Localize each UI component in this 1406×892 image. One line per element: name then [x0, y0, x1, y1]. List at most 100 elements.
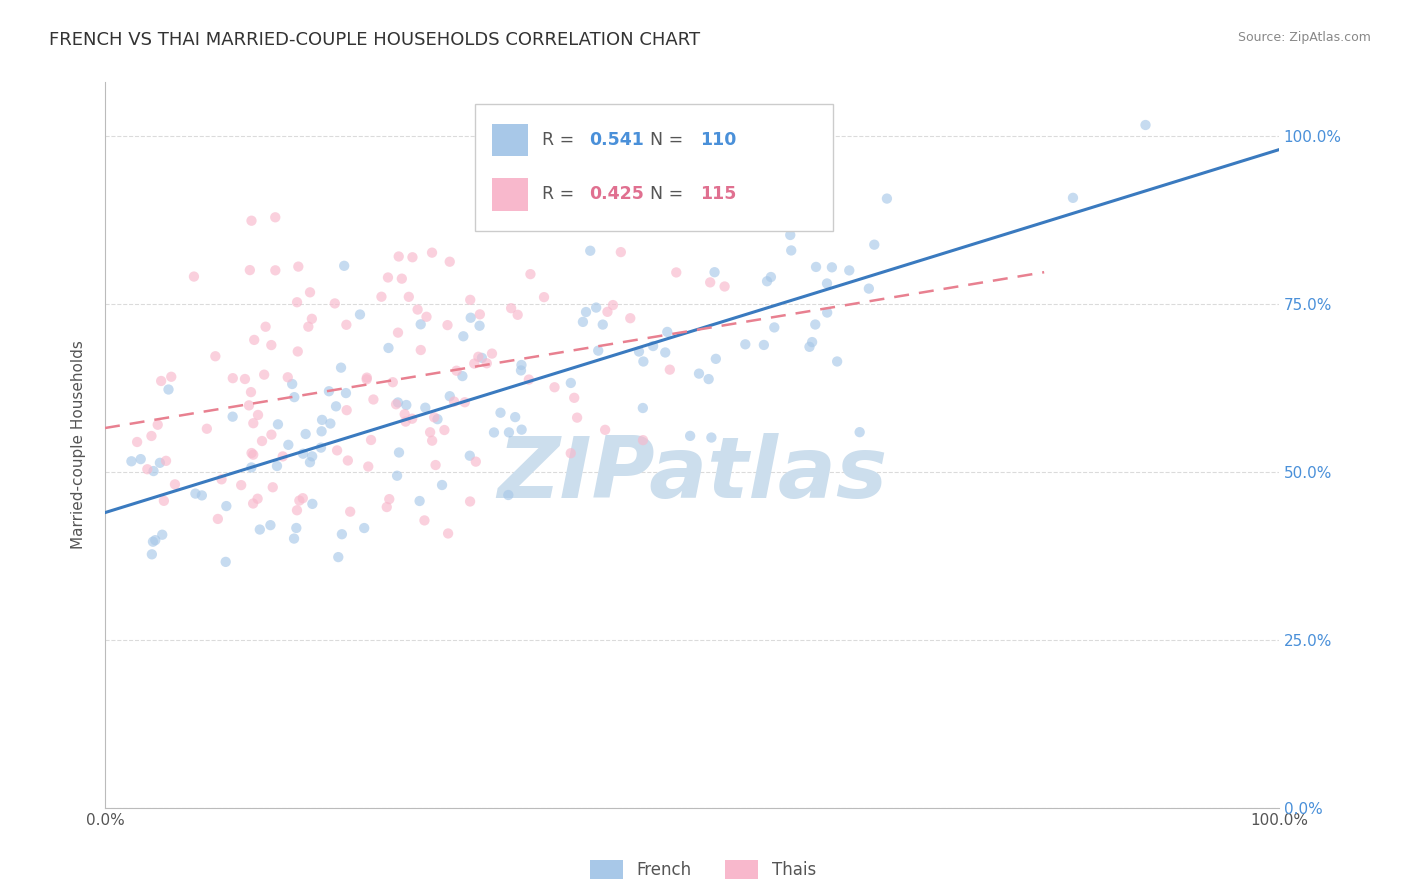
Point [298, 455, 321, 469]
Point [401, 411, 423, 425]
Point [287, 260, 309, 274]
Point [454, 395, 477, 409]
Point [309, 441, 332, 455]
Point [481, 346, 503, 360]
Point [283, 532, 305, 546]
Point [336, 403, 359, 417]
Point [375, 500, 398, 514]
Point [725, 216, 748, 230]
Point [391, 271, 413, 285]
Point [471, 351, 494, 365]
Point [150, 527, 173, 541]
Point [543, 380, 565, 394]
Text: 0.541: 0.541 [589, 131, 644, 149]
Point [298, 285, 321, 300]
Point [357, 459, 380, 474]
Point [311, 425, 333, 439]
Point [780, 244, 803, 258]
Point [254, 319, 277, 334]
Point [406, 302, 429, 317]
Point [825, 354, 848, 368]
Point [195, 422, 218, 436]
Point [643, 339, 665, 353]
Point [141, 429, 163, 443]
Point [510, 363, 533, 377]
Point [285, 521, 308, 535]
Point [863, 237, 886, 252]
Point [328, 550, 350, 565]
Point [697, 372, 720, 386]
Point [759, 270, 782, 285]
Point [619, 311, 641, 326]
Point [475, 356, 498, 370]
Point [468, 318, 491, 333]
Point [657, 325, 679, 339]
Point [157, 383, 180, 397]
Point [498, 425, 520, 440]
Point [700, 431, 723, 445]
Text: ZIPatlas: ZIPatlas [496, 433, 887, 516]
Point [259, 518, 281, 533]
Point [596, 305, 619, 319]
Point [658, 362, 681, 376]
Point [356, 370, 378, 384]
Point [388, 250, 411, 264]
Point [242, 496, 264, 510]
Text: R =: R = [541, 186, 579, 203]
Point [249, 523, 271, 537]
Point [503, 410, 526, 425]
Point [323, 296, 346, 310]
Point [443, 394, 465, 409]
Point [409, 318, 432, 332]
Point [264, 263, 287, 277]
Point [221, 409, 243, 424]
Point [385, 397, 408, 411]
Point [627, 344, 650, 359]
Text: 110: 110 [700, 131, 737, 149]
Point [734, 337, 756, 351]
Point [419, 425, 441, 440]
Point [155, 454, 177, 468]
Point [335, 318, 357, 332]
Point [426, 412, 449, 426]
Point [464, 455, 486, 469]
Point [560, 376, 582, 390]
Point [318, 384, 340, 399]
Point [120, 454, 142, 468]
Point [387, 326, 409, 340]
Point [821, 260, 844, 275]
Point [565, 410, 588, 425]
Point [394, 415, 416, 429]
Point [143, 533, 166, 548]
Point [240, 446, 263, 460]
Point [277, 370, 299, 384]
Point [129, 452, 152, 467]
Point [467, 350, 489, 364]
Point [301, 497, 323, 511]
Point [592, 318, 614, 332]
Point [533, 290, 555, 304]
Point [370, 290, 392, 304]
Point [415, 310, 437, 324]
Point [267, 417, 290, 432]
Point [142, 534, 165, 549]
Point [848, 425, 870, 439]
Point [264, 211, 287, 225]
Point [291, 491, 314, 506]
Point [463, 357, 485, 371]
Point [468, 307, 491, 321]
Point [489, 406, 512, 420]
Point [150, 374, 173, 388]
Point [319, 417, 342, 431]
Point [360, 433, 382, 447]
Point [713, 279, 735, 293]
Point [238, 398, 260, 412]
FancyBboxPatch shape [492, 124, 527, 156]
Point [377, 341, 399, 355]
Point [752, 338, 775, 352]
Point [271, 450, 294, 464]
Point [326, 443, 349, 458]
Point [631, 433, 654, 447]
Point [250, 434, 273, 448]
Point [242, 448, 264, 462]
